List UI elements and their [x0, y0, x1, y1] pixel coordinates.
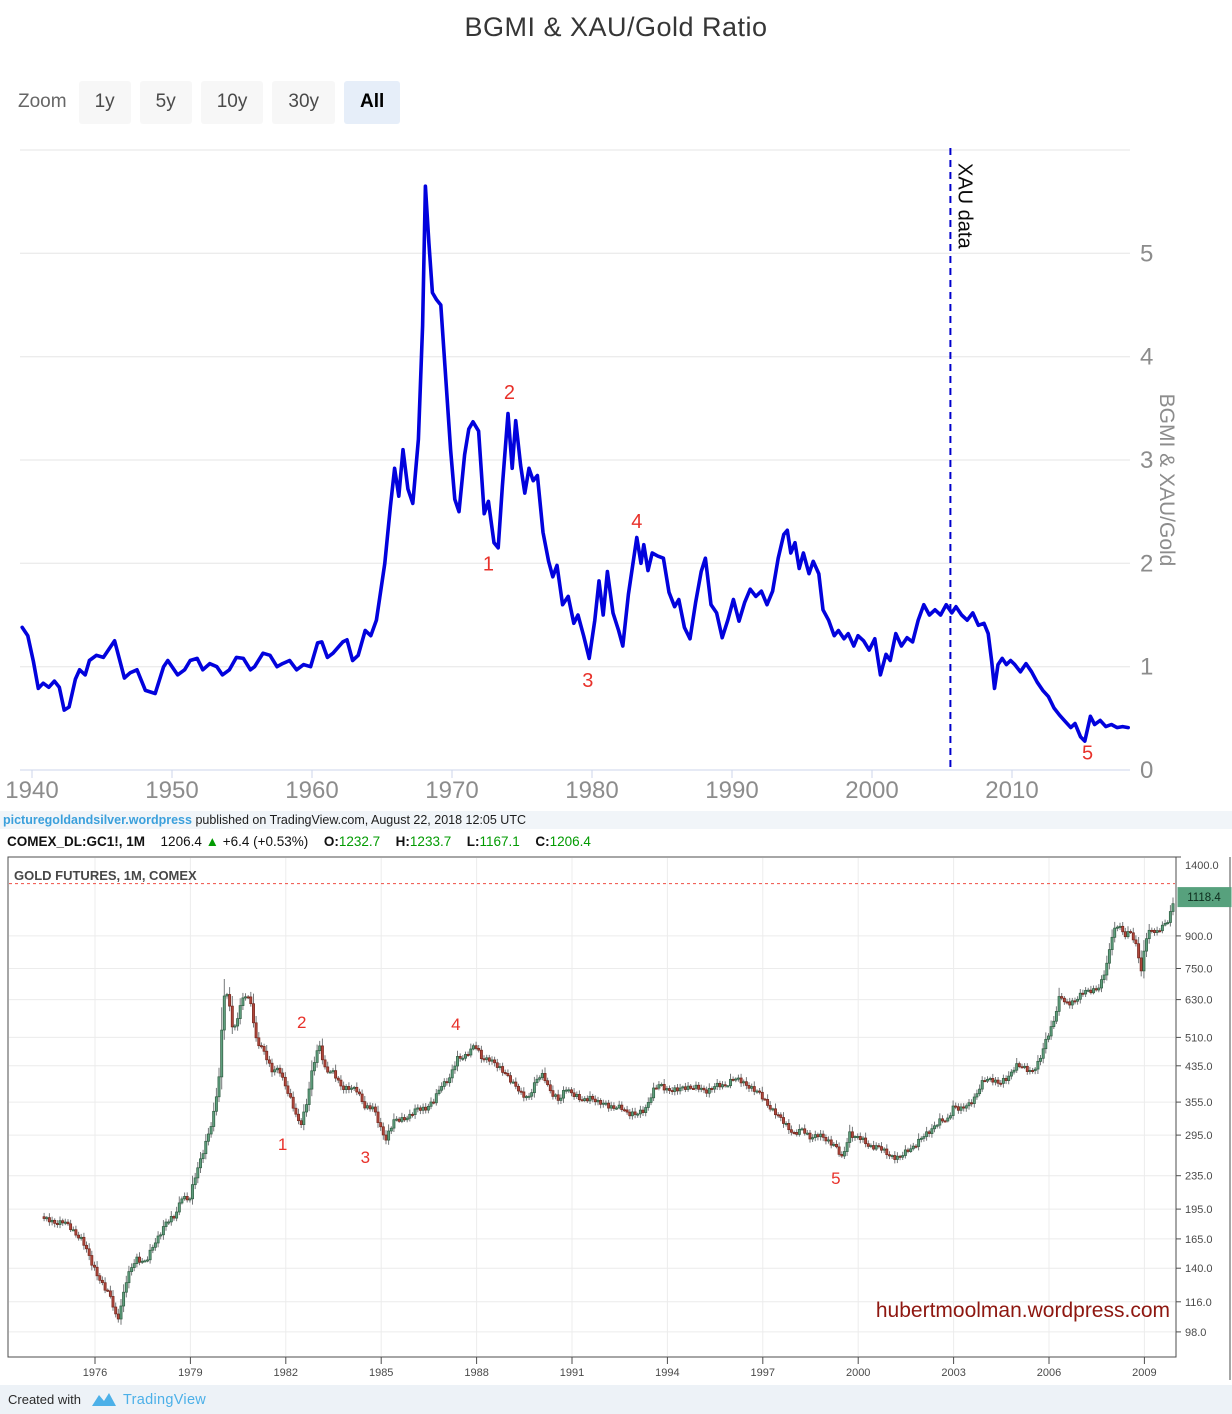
year-tick-label: 1985	[369, 1367, 393, 1379]
ratio-x-tick-label: 1950	[145, 777, 198, 804]
gold-futures-chart-canvas[interactable]: hubertmoolman.wordpress.com 1 2 3 4 5 GOLD FUT…	[0, 855, 1232, 1385]
publish-source-link[interactable]: picturegoldandsilver.wordpress	[3, 813, 192, 827]
price-tick-label: 355.0	[1185, 1097, 1213, 1109]
high-label: H:	[395, 834, 410, 849]
price-tick-label: 1400.0	[1185, 860, 1219, 872]
svg-text:1118.4: 1118.4	[1187, 892, 1221, 904]
ratio-wave-label-2: 2	[504, 382, 515, 404]
low-label: L:	[466, 834, 480, 849]
price-tick-label: 140.0	[1185, 1263, 1213, 1275]
ratio-y-tick-label: 0	[1140, 757, 1153, 784]
gold-wave-label-2: 2	[297, 1013, 306, 1032]
price-tick-label: 630.0	[1185, 995, 1213, 1007]
year-tick-label: 2009	[1132, 1367, 1156, 1379]
year-tick-label: 1982	[274, 1367, 298, 1379]
zoom-label: Zoom	[18, 91, 67, 112]
watermark-text: hubertmoolman.wordpress.com	[876, 1299, 1170, 1322]
tradingview-logo-icon[interactable]	[91, 1392, 117, 1408]
year-tick-label: 1994	[655, 1367, 679, 1379]
symbol-name[interactable]: COMEX_DL:GC1!, 1M	[7, 834, 146, 849]
price-tick-label: 900.0	[1185, 931, 1213, 943]
up-arrow-icon: ▲	[205, 834, 219, 849]
ratio-wave-label-4: 4	[631, 511, 642, 533]
ratio-y-tick-label: 4	[1140, 344, 1153, 371]
ratio-y-tick-label: 1	[1140, 654, 1153, 681]
year-tick-label: 1976	[83, 1367, 107, 1379]
created-with-label: Created with	[8, 1392, 81, 1407]
year-tick-label: 1988	[464, 1367, 488, 1379]
price-tick-label: 750.0	[1185, 964, 1213, 976]
chart-title: BGMI & XAU/Gold Ratio	[464, 12, 768, 42]
year-tick-label: 1991	[560, 1367, 584, 1379]
zoom-toolbar: Zoom 1y 5y 10y 30y All	[18, 80, 409, 124]
ratio-y-tick-label: 2	[1140, 550, 1153, 577]
footer-bar: Created with TradingView	[0, 1385, 1232, 1414]
last-price: 1206.4	[160, 834, 202, 849]
high-value: 1233.7	[409, 834, 452, 849]
ratio-y-tick-label: 3	[1140, 447, 1153, 474]
ratio-x-tick-label: 2000	[845, 777, 898, 804]
ratio-x-tick-label: 1980	[565, 777, 618, 804]
gold-wave-label-3: 3	[361, 1148, 370, 1167]
price-tick-label: 235.0	[1185, 1171, 1213, 1183]
price-tick-label: 116.0	[1185, 1297, 1212, 1309]
xau-data-label: XAU data	[953, 163, 975, 249]
instrument-corner-label: GOLD FUTURES, 1M, COMEX	[14, 868, 197, 883]
close-label: C:	[535, 834, 550, 849]
ratio-y-axis-title: BGMI & XAU/Gold	[1155, 394, 1178, 567]
zoom-button-5y[interactable]: 5y	[139, 80, 192, 124]
year-tick-label: 1997	[751, 1367, 775, 1379]
price-tick-label: 510.0	[1185, 1032, 1213, 1044]
symbol-status-bar[interactable]: COMEX_DL:GC1!, 1M 1206.4 ▲ +6.4 (+0.53%)…	[0, 829, 1232, 855]
ratio-wave-label-1: 1	[483, 553, 494, 575]
price-tick-label: 165.0	[1185, 1234, 1213, 1246]
year-tick-label: 2000	[846, 1367, 870, 1379]
price-tick-label: 295.0	[1185, 1130, 1213, 1142]
open-label: O:	[323, 834, 339, 849]
ratio-x-tick-label: 1940	[5, 777, 58, 804]
ratio-x-tick-label: 2010	[985, 777, 1038, 804]
year-tick-label: 2003	[941, 1367, 965, 1379]
ratio-x-tick-label: 1990	[705, 777, 758, 804]
zoom-button-1y[interactable]: 1y	[78, 80, 131, 124]
gold-wave-label-1: 1	[278, 1135, 287, 1154]
ratio-wave-label-3: 3	[582, 670, 593, 692]
zoom-buttons: 1y 5y 10y 30y All	[78, 80, 410, 124]
zoom-button-10y[interactable]: 10y	[200, 80, 264, 124]
ratio-chart-canvas[interactable]: 1940 1950 1960 1970 1980 1990 2000 2010 0 1 2 3 4 5 BG…	[0, 130, 1232, 820]
last-price-tag[interactable]: 1118.4	[1177, 887, 1232, 908]
zoom-button-all[interactable]: All	[344, 80, 401, 124]
gold-wave-label-5: 5	[831, 1169, 840, 1188]
year-tick-label: 1979	[178, 1367, 202, 1379]
price-tick-label: 195.0	[1185, 1204, 1213, 1216]
ratio-wave-label-5: 5	[1082, 742, 1093, 764]
ratio-x-tick-label: 1970	[425, 777, 478, 804]
price-tick-label: 98.0	[1185, 1327, 1206, 1339]
candlestick-series	[42, 897, 1175, 1325]
open-value: 1232.7	[338, 834, 381, 849]
close-value: 1206.4	[549, 834, 591, 849]
zoom-button-30y[interactable]: 30y	[272, 80, 336, 124]
year-tick-label: 2006	[1037, 1367, 1061, 1379]
ratio-x-tick-label: 1960	[285, 777, 338, 804]
publish-text: published on TradingView.com, August 22,…	[195, 813, 526, 827]
tradingview-brand-link[interactable]: TradingView	[122, 1391, 207, 1408]
price-tick-label: 435.0	[1185, 1061, 1213, 1073]
bgmi-xau-ratio-line	[20, 184, 1130, 743]
ratio-y-tick-label: 5	[1140, 240, 1153, 267]
plot-frame	[7, 856, 1177, 1358]
low-value: 1167.1	[479, 834, 520, 849]
publish-bar: picturegoldandsilver.wordpress published…	[0, 811, 1232, 829]
gold-wave-label-4: 4	[451, 1015, 460, 1034]
price-change: +6.4 (+0.53%)	[222, 834, 309, 849]
